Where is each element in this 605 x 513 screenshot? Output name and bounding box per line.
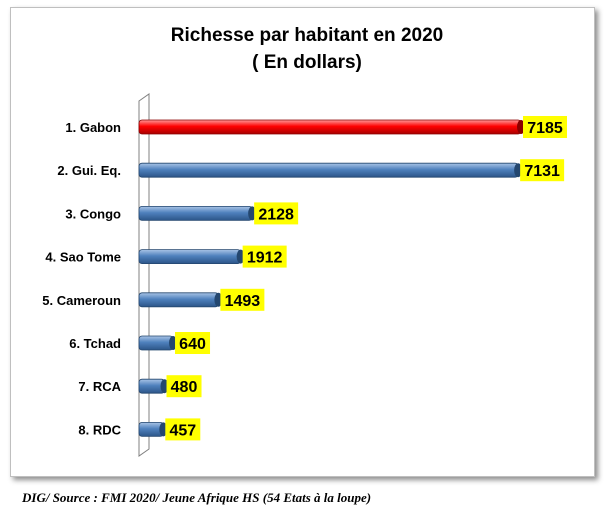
- value-label: 1493: [225, 293, 261, 310]
- chart-frame: Richesse par habitant en 2020 ( En dolla…: [10, 7, 595, 477]
- chart-subtitle: ( En dollars): [252, 52, 362, 73]
- category-label: 5. Cameroun: [42, 293, 121, 308]
- value-label-background: [523, 116, 567, 138]
- bar: [138, 335, 174, 351]
- value-label: 7185: [527, 120, 563, 137]
- value-label: 2128: [258, 206, 294, 223]
- bar: [138, 162, 519, 178]
- bar: [138, 249, 242, 265]
- category-label: 6. Tchad: [69, 336, 121, 351]
- bar-chart: Richesse par habitant en 2020 ( En dolla…: [42, 25, 567, 457]
- category-label: 2. Gui. Eq.: [57, 163, 121, 178]
- category-label: 7. RCA: [78, 379, 121, 394]
- value-label: 457: [169, 422, 196, 439]
- bar: [138, 292, 219, 308]
- bar: [138, 119, 522, 135]
- category-label: 4. Sao Tome: [45, 250, 121, 265]
- bar: [138, 205, 253, 221]
- value-label-background: [242, 245, 287, 268]
- value-label: 7131: [524, 163, 560, 180]
- value-label: 640: [179, 336, 206, 353]
- source-note: DIG/ Source : FMI 2020/ Jeune Afrique HS…: [22, 490, 372, 505]
- value-label-background: [166, 375, 202, 398]
- value-label: 480: [171, 379, 198, 396]
- value-label: 1912: [247, 250, 283, 267]
- category-label: 1. Gabon: [65, 120, 121, 135]
- category-label: 3. Congo: [65, 206, 121, 221]
- category-label: 8. RDC: [78, 422, 121, 437]
- value-label-background: [220, 288, 265, 311]
- chart-title: Richesse par habitant en 2020: [171, 25, 443, 46]
- axis-wall: [138, 93, 150, 457]
- value-label-background: [175, 332, 211, 354]
- value-label-background: [165, 418, 201, 441]
- value-label-background: [254, 202, 299, 225]
- value-label-background: [520, 159, 565, 182]
